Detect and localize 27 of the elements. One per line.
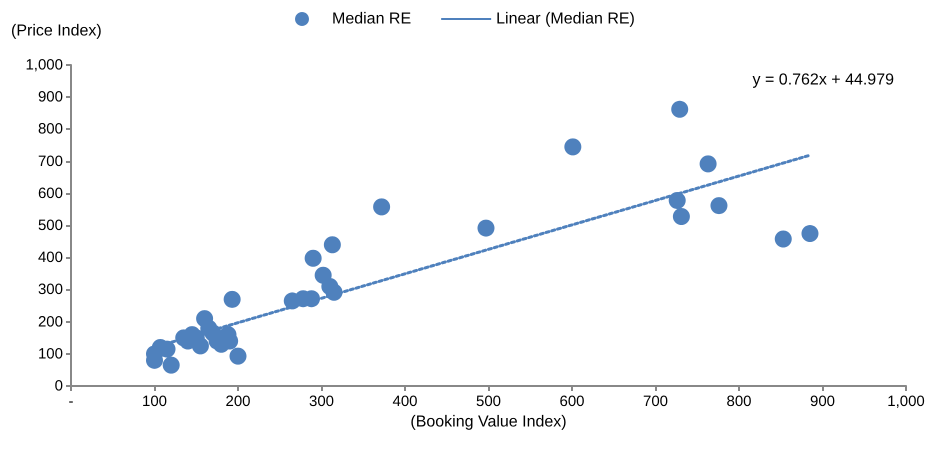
x-tick-label: 800 — [726, 393, 752, 410]
y-tick-label: 100 — [38, 345, 63, 362]
x-tick-label: 600 — [559, 393, 585, 410]
y-tick-label: 0 — [54, 378, 63, 394]
x-tick-label: 300 — [308, 393, 334, 410]
y-tick-label: 300 — [38, 281, 63, 298]
x-tick-label: 500 — [476, 393, 502, 410]
y-tick-label: 600 — [38, 184, 63, 202]
x-tick-label: 700 — [642, 393, 668, 410]
y-tick-label: 500 — [38, 217, 63, 234]
y-tick-label: 800 — [38, 120, 63, 138]
x-tick-label: 200 — [225, 393, 251, 410]
y-tick-label: 400 — [38, 249, 63, 266]
x-tick-label: - — [68, 393, 74, 410]
legend-label: Median RE — [332, 10, 412, 28]
legend-label: Linear (Median RE) — [496, 10, 635, 28]
y-tick-label: 700 — [38, 152, 63, 170]
y-tick-label: 1,000 — [25, 56, 63, 74]
y-axis-title: (Price Index) — [11, 22, 102, 40]
x-axis-title: (Booking Value Index) — [410, 413, 567, 430]
y-tick-label: 900 — [38, 88, 63, 106]
x-tick-label: 900 — [810, 393, 836, 410]
y-tick-label: 200 — [38, 313, 63, 330]
x-tick-label: 100 — [142, 393, 168, 410]
annotation: y = 0.762x + 44.979 — [752, 72, 894, 88]
x-tick-label: 1,000 — [887, 393, 925, 410]
x-tick-label: 400 — [392, 393, 418, 410]
